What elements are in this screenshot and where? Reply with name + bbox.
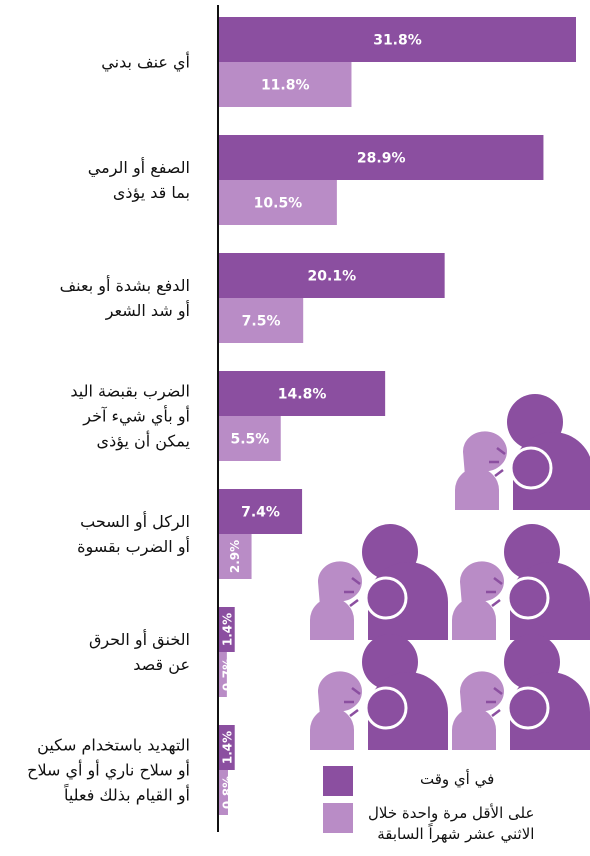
legend-swatch [323,766,353,796]
value-label: 7.4% [241,505,280,521]
bar [219,298,304,343]
category-label: التهديد باستخدام سكين أو سلاح ناري أو أي… [27,735,190,805]
value-label: 5.5% [230,432,269,448]
icon [450,632,590,752]
bar [219,652,227,697]
legend-label: على الأقل مرة واحدة خلال الاثني عشر شهرا… [368,804,535,843]
value-label: 14.8% [278,387,327,403]
bar [219,62,352,107]
category-label: الصفع أو الرمي بما قد يؤذى [87,158,190,202]
bar [219,534,252,579]
icon [450,522,590,642]
bar [219,770,228,815]
value-label: 1.4% [221,613,235,646]
bar [219,607,235,652]
value-label: 2.9% [228,540,242,573]
value-label: 1.4% [221,731,235,764]
bar [219,489,303,534]
legend-swatch [323,803,353,833]
bar [219,180,337,225]
bar [219,253,445,298]
category-label: الضرب بقبضة اليد أو بأي شيء آخر يمكن أن … [70,381,190,451]
icon [453,392,590,512]
bar [219,17,576,62]
value-label: 20.1% [308,269,357,285]
bar [219,135,544,180]
value-label: 0.7% [221,658,235,691]
icon [308,522,450,642]
value-label: 0.8% [221,776,235,809]
value-label: 31.8% [373,33,422,49]
category-label: أي عنف بدني [101,52,190,72]
value-label: 28.9% [357,151,406,167]
value-label: 7.5% [242,314,281,330]
category-label: الخنق أو الحرق عن قصد [88,630,190,674]
value-label: 11.8% [261,78,310,94]
legend-label: في أي وقت [420,770,495,788]
value-label: 10.5% [254,196,303,212]
category-label: الركل أو السحب أو الضرب بقسوة [77,512,190,556]
bar [219,371,386,416]
bar [219,416,281,461]
icon [308,632,450,752]
bar [219,725,235,770]
category-label: الدفع بشدة أو بعنف أو شد الشعر [59,276,190,320]
